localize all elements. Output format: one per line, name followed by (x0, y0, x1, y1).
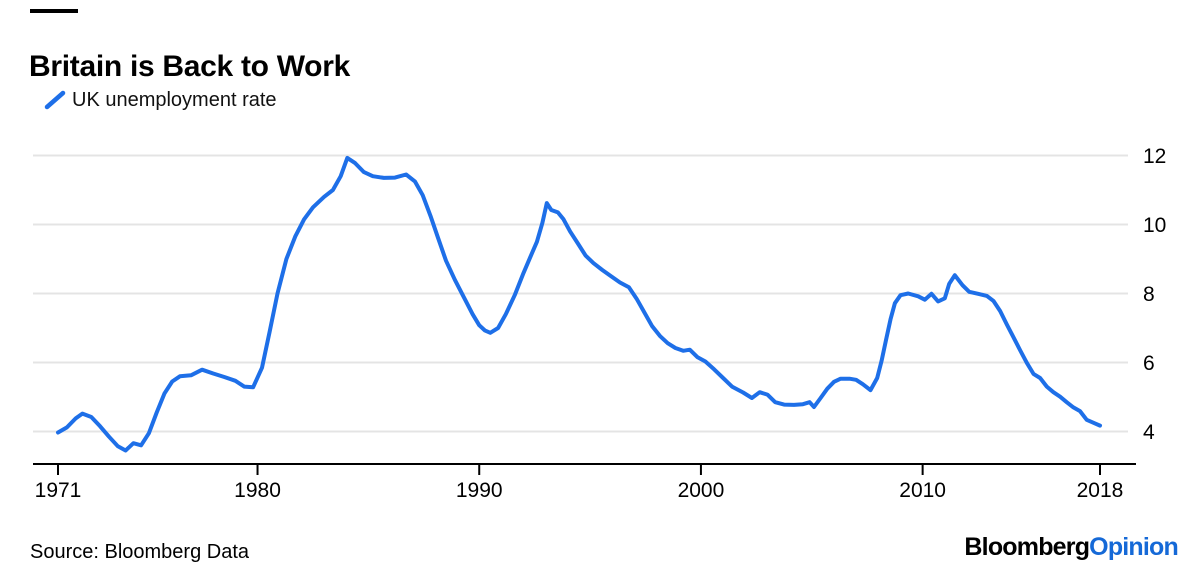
x-axis-label: 2018 (1077, 479, 1124, 502)
source-note: Source: Bloomberg Data (30, 541, 250, 563)
bloomberg-opinion-logo: BloombergOpinion (964, 533, 1178, 562)
y-axis-label: 10 (1143, 214, 1166, 237)
unemployment-line-series (56, 155, 1102, 453)
x-axis-label: 2000 (678, 479, 725, 502)
legend: UK unemployment rate (44, 88, 277, 112)
x-axis-label: 1980 (234, 479, 281, 502)
y-axis-label: 8 (1143, 283, 1155, 306)
y-axis-label: 6 (1143, 352, 1155, 375)
logo-opinion: Opinion (1089, 533, 1179, 561)
logo-bloomberg: Bloomberg (964, 533, 1090, 561)
x-axis-label: 2010 (899, 479, 946, 502)
x-axis-label: 1971 (35, 479, 82, 502)
top-rule (30, 9, 78, 13)
x-axis-label: 1990 (456, 479, 503, 502)
legend-label: UK unemployment rate (72, 88, 277, 111)
chart-title: Britain is Back to Work (29, 50, 350, 84)
y-axis-label: 4 (1143, 421, 1155, 444)
y-axis-label: 12 (1143, 145, 1166, 168)
legend-line-swatch-icon (44, 90, 66, 110)
